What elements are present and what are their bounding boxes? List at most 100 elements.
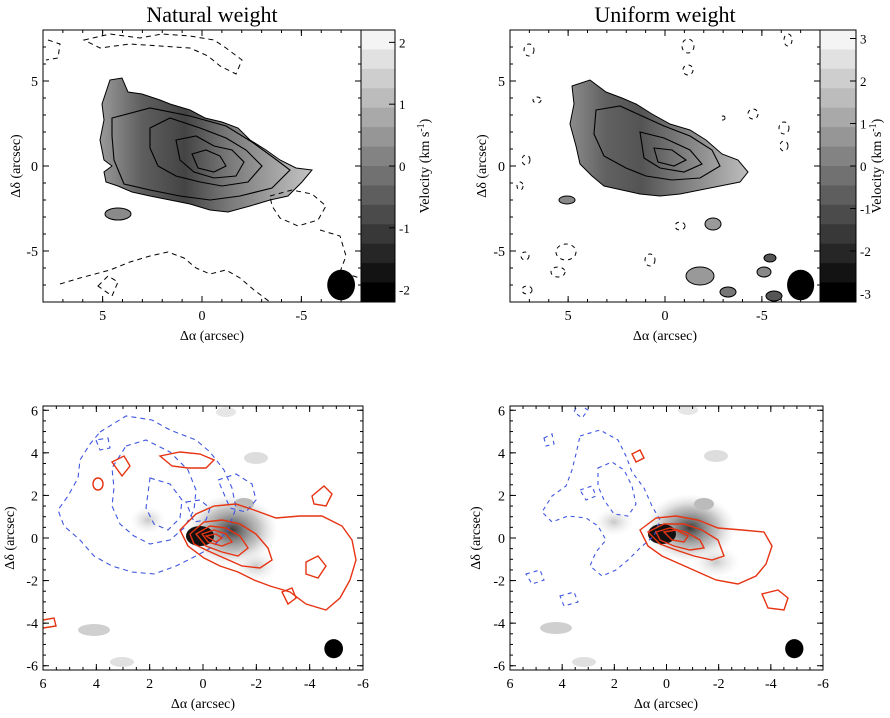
y-tick-label: 0 — [498, 160, 505, 175]
colorbar-band — [361, 166, 395, 186]
colorbar-band — [820, 68, 856, 89]
continuum-emission — [704, 450, 728, 462]
colorbar-tick-label: 1 — [860, 117, 867, 132]
axis-ticks: 5 0 -5 5 0 -5 — [493, 29, 821, 324]
colorbar-band — [361, 107, 395, 128]
x-tick-label: -5 — [756, 309, 768, 324]
colorbar-band — [820, 146, 856, 167]
colorbar-band — [361, 146, 395, 167]
y-tick-label: -4 — [493, 617, 505, 632]
x-tick-label: -2 — [713, 677, 725, 692]
velocity-map — [99, 77, 313, 213]
colorbar-tick-label: -2 — [860, 244, 871, 259]
axis-ticks: 5 0 -5 5 0 -5 — [26, 29, 362, 324]
continuum-emission — [694, 498, 714, 510]
colorbar-tick-label: -3 — [860, 287, 871, 302]
colorbar-band — [361, 282, 395, 303]
colorbar-band — [820, 263, 856, 284]
continuum-emission — [594, 508, 634, 536]
x-tick-label: 0 — [199, 309, 206, 324]
colorbar-ticks: 3 2 1 0 -1 -2 -3 — [819, 29, 871, 303]
colorbar-band — [361, 30, 395, 50]
colorbar-band — [820, 282, 856, 303]
velocity-patch — [756, 266, 772, 278]
colorbar-band — [361, 204, 395, 225]
colorbar-tick-label: 3 — [860, 32, 867, 47]
dashed-contours — [45, 33, 361, 302]
blue-contours — [525, 406, 661, 607]
y-tick-label: 0 — [498, 532, 505, 547]
continuum-emission — [216, 407, 236, 417]
x-tick-label: 6 — [40, 677, 47, 692]
continuum-emission — [78, 624, 110, 636]
velocity-patch — [765, 290, 783, 302]
x-tick-label: 5 — [99, 309, 106, 324]
velocity-patch — [704, 217, 722, 231]
colorbar-band — [361, 68, 395, 89]
x-tick-label: 0 — [663, 677, 670, 692]
colorbar-band — [361, 49, 395, 70]
colorbar-band — [361, 88, 395, 109]
panel-title: Uniform weight — [594, 2, 735, 27]
velocity-map — [569, 79, 749, 197]
continuum-emission — [130, 506, 166, 534]
colorbar-tick-label: -1 — [399, 221, 410, 236]
colorbar-band — [361, 224, 395, 245]
y-tick-label: 6 — [31, 404, 38, 419]
panel-natural-weight: Natural weight 5 0 -5 5 0 -5 Δα (arcsec) — [9, 2, 433, 344]
colorbar-band — [361, 243, 395, 264]
beam-ellipse — [785, 639, 804, 659]
colorbar-tick-label: 0 — [860, 159, 867, 174]
panel-uniform-weight: Uniform weight — [475, 2, 885, 344]
colorbar-band — [820, 243, 856, 264]
solid-contours — [593, 105, 721, 181]
red-contours — [631, 449, 789, 611]
x-tick-label: -2 — [250, 677, 262, 692]
continuum-emission — [110, 657, 134, 667]
y-tick-label: -2 — [26, 575, 38, 590]
x-tick-label: 2 — [611, 677, 618, 692]
x-tick-label: 4 — [559, 677, 566, 692]
colorbar-tick-label: -2 — [399, 283, 410, 298]
y-axis-label: Δδ (arcsec) — [3, 506, 18, 570]
y-tick-label: 5 — [498, 75, 505, 90]
velocity-patch — [763, 253, 777, 263]
velocity-patch — [719, 286, 737, 298]
x-tick-label: 4 — [93, 677, 100, 692]
panel-title: Natural weight — [146, 2, 277, 27]
colorbar-band — [361, 263, 395, 284]
continuum-emission — [692, 546, 740, 578]
colorbar-band — [820, 49, 856, 70]
beam-ellipse — [787, 269, 815, 301]
colorbar-tick-label: 1 — [399, 97, 406, 112]
x-axis-label: Δα (arcsec) — [180, 329, 244, 344]
continuum-emission — [644, 494, 736, 562]
red-contours — [43, 451, 357, 629]
x-axis-label: Δα (arcsec) — [633, 329, 697, 344]
y-tick-label: -5 — [493, 245, 505, 260]
y-tick-label: -6 — [26, 660, 38, 675]
x-tick-label: 5 — [565, 309, 572, 324]
colorbar-tick-label: -1 — [860, 202, 871, 217]
y-axis-label: Δδ (arcsec) — [475, 134, 490, 198]
colorbar-tick-label: 0 — [399, 159, 406, 174]
colorbar-band — [820, 224, 856, 245]
velocity-patch — [558, 195, 576, 205]
y-axis-label: Δδ (arcsec) — [469, 506, 484, 570]
x-tick-label: -4 — [304, 677, 316, 692]
y-tick-label: -6 — [493, 660, 505, 675]
colorbar-band — [820, 204, 856, 225]
colorbar-band — [361, 127, 395, 148]
colorbar-label: Velocity (km s-1) — [868, 118, 885, 213]
x-axis-label: Δα (arcsec) — [634, 697, 698, 712]
colorbar-tick-label: 2 — [860, 74, 867, 89]
colorbar-label: Velocity (km s-1) — [416, 118, 433, 213]
continuum-emission — [244, 452, 268, 464]
beam-ellipse — [327, 269, 356, 301]
velocity-patch — [104, 207, 132, 221]
